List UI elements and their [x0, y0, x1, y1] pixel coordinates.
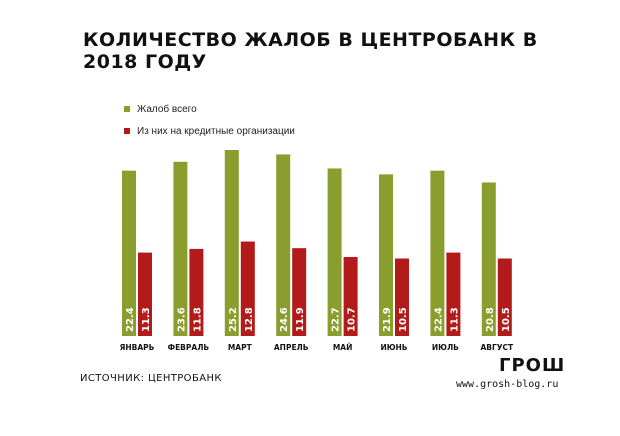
bar-credit-0 [138, 252, 152, 336]
bar-total-1 [173, 161, 188, 336]
data-label-credit-5: 10.5 [398, 307, 409, 332]
tick-label-2: МАРТ [228, 343, 253, 352]
data-label-total-7: 20.8 [485, 307, 496, 332]
data-label-credit-4: 10.7 [347, 307, 358, 332]
bar-total-5 [379, 174, 393, 336]
data-label-total-2: 25.2 [228, 307, 239, 332]
tick-label-4: МАЙ [333, 343, 353, 352]
tick-label-1: ФЕВРАЛЬ [168, 343, 210, 352]
brand-logo: ГРОШ [499, 355, 566, 376]
legend: Жалоб всего Из них на кредитные организа… [124, 100, 295, 144]
bar-credit-2 [240, 241, 255, 336]
bar-credit-6 [446, 252, 461, 336]
chart-title: КОЛИЧЕСТВО ЖАЛОБ В ЦЕНТРОБАНК В 2018 ГОД… [83, 29, 538, 73]
legend-item-total: Жалоб всего [124, 100, 295, 118]
legend-item-credit: Из них на кредитные организации [124, 122, 295, 140]
bar-total-3 [276, 154, 291, 336]
bar-total-6 [430, 170, 445, 336]
legend-label-credit: Из них на кредитные организации [137, 125, 295, 137]
bar-total-4 [327, 168, 342, 336]
data-label-total-5: 21.9 [382, 307, 393, 332]
bar-total-0 [122, 170, 136, 336]
bar-credit-7 [497, 258, 512, 336]
data-label-total-4: 22.7 [331, 307, 342, 332]
bar-total-7 [481, 182, 496, 336]
legend-swatch-total [124, 106, 130, 112]
legend-label-total: Жалоб всего [137, 103, 197, 115]
data-label-total-1: 23.6 [176, 307, 187, 332]
data-label-credit-2: 12.8 [244, 307, 255, 332]
source-note: ИСТОЧНИК: ЦЕНТРОБАНК [80, 373, 222, 384]
data-label-credit-1: 11.8 [192, 307, 203, 332]
tick-label-6: ИЮЛЬ [432, 343, 459, 352]
tick-label-5: ИЮНЬ [380, 343, 407, 352]
site-url: www.grosh-blog.ru [456, 379, 559, 390]
bar-credit-4 [343, 257, 358, 336]
tick-label-3: АПРЕЛЬ [274, 343, 309, 352]
data-label-total-0: 22.4 [125, 307, 136, 332]
data-label-credit-6: 11.3 [449, 307, 460, 332]
bar-credit-1 [189, 248, 204, 336]
data-label-credit-7: 10.5 [501, 307, 512, 332]
tick-label-0: ЯНВАРЬ [120, 343, 155, 352]
bar-total-2 [224, 150, 239, 336]
tick-label-7: АВГУСТ [480, 343, 514, 352]
data-label-total-3: 24.6 [279, 307, 290, 332]
data-label-credit-0: 11.3 [141, 307, 152, 332]
data-label-total-6: 22.4 [433, 307, 444, 332]
data-label-credit-3: 11.9 [295, 307, 306, 332]
bar-credit-5 [395, 258, 409, 336]
bar-credit-3 [292, 248, 307, 336]
legend-swatch-credit [124, 128, 130, 134]
